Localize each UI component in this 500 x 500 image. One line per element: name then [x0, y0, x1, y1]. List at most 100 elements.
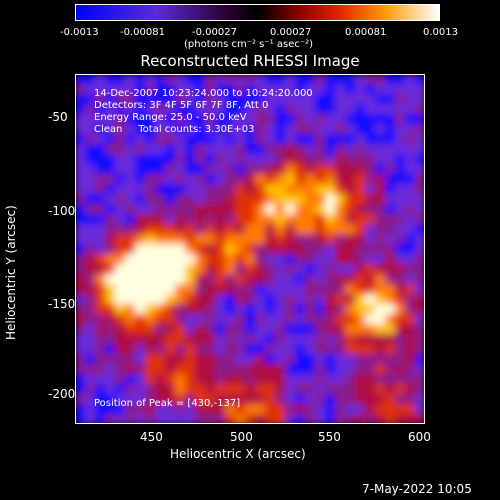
heatmap-cell: [215, 244, 226, 255]
heatmap-cell: [255, 124, 266, 135]
heatmap-cell: [285, 254, 296, 265]
heatmap-cell: [165, 204, 176, 215]
heatmap-cell: [405, 164, 416, 175]
heatmap-cell: [335, 244, 346, 255]
heatmap-cell: [175, 404, 186, 415]
heatmap-cell: [235, 364, 246, 375]
heatmap-cell: [185, 404, 196, 415]
heatmap-cell: [295, 194, 306, 205]
heatmap-cell: [215, 314, 226, 325]
heatmap-cell: [185, 184, 196, 195]
heatmap-cell: [315, 334, 326, 345]
heatmap-cell: [255, 344, 266, 355]
heatmap-cell: [115, 234, 126, 245]
heatmap-cell: [225, 284, 236, 295]
heatmap-cell: [215, 374, 226, 385]
heatmap-cell: [125, 344, 136, 355]
heatmap-cell: [275, 344, 286, 355]
heatmap-cell: [115, 274, 126, 285]
heatmap-cell: [325, 134, 336, 145]
heatmap-cell: [125, 194, 136, 205]
heatmap-cell: [405, 334, 416, 345]
heatmap-cell: [355, 114, 366, 125]
heatmap-cell: [375, 294, 386, 305]
heatmap-cell: [95, 244, 106, 255]
heatmap-cell: [295, 354, 306, 365]
heatmap-cell: [305, 354, 316, 365]
heatmap-cell: [355, 374, 366, 385]
heatmap-cell: [345, 304, 356, 315]
heatmap-cell: [145, 344, 156, 355]
heatmap-cell: [175, 194, 186, 205]
heatmap-cell: [215, 254, 226, 265]
heatmap-cell: [115, 344, 126, 355]
heatmap-cell: [365, 334, 376, 345]
heatmap-cell: [335, 174, 346, 185]
heatmap-cell: [395, 184, 406, 195]
heatmap-cell: [265, 94, 276, 105]
heatmap-cell: [285, 204, 296, 215]
heatmap-cell: [225, 344, 236, 355]
heatmap-cell: [175, 344, 186, 355]
heatmap-cell: [95, 294, 106, 305]
heatmap-cell: [335, 284, 346, 295]
heatmap-cell: [135, 364, 146, 375]
heatmap-cell: [305, 404, 316, 415]
heatmap-cell: [245, 284, 256, 295]
heatmap-cell: [315, 414, 326, 424]
heatmap-cell: [385, 84, 396, 95]
heatmap-cell: [135, 194, 146, 205]
heatmap-cell: [335, 344, 346, 355]
heatmap-cell: [315, 144, 326, 155]
heatmap-cell: [205, 414, 216, 424]
heatmap-cell: [195, 144, 206, 155]
heatmap-cell: [375, 214, 386, 225]
heatmap-cell: [275, 264, 286, 275]
heatmap-cell: [125, 94, 136, 105]
heatmap-cell: [225, 144, 236, 155]
heatmap-cell: [285, 144, 296, 155]
annotation-detectors: Detectors: 3F 4F 5F 6F 7F 8F, Att 0: [94, 100, 269, 111]
heatmap-cell: [385, 264, 396, 275]
heatmap-cell: [305, 264, 316, 275]
heatmap-cell: [215, 284, 226, 295]
heatmap-cell: [265, 74, 276, 85]
heatmap-cell: [145, 134, 156, 145]
heatmap-cell: [245, 194, 256, 205]
heatmap-cell: [135, 224, 146, 235]
heatmap-cell: [85, 404, 96, 415]
heatmap-cell: [385, 384, 396, 395]
heatmap-cell: [365, 244, 376, 255]
heatmap-cell: [155, 164, 166, 175]
heatmap-cell: [295, 124, 306, 135]
heatmap-cell: [75, 384, 86, 395]
heatmap-cell: [245, 124, 256, 135]
heatmap-cell: [315, 234, 326, 245]
heatmap-cell: [395, 314, 406, 325]
heatmap-cell: [215, 414, 226, 424]
heatmap-cell: [285, 94, 296, 105]
heatmap-cell: [115, 294, 126, 305]
heatmap-cell: [345, 294, 356, 305]
heatmap-cell: [275, 354, 286, 365]
heatmap-cell: [365, 304, 376, 315]
heatmap-cell: [105, 294, 116, 305]
y-tick-label: -100: [48, 204, 76, 218]
heatmap-cell: [325, 374, 336, 385]
heatmap-cell: [185, 214, 196, 225]
heatmap-cell: [145, 324, 156, 335]
heatmap-cell: [155, 234, 166, 245]
heatmap-cell: [325, 254, 336, 265]
heatmap-cell: [195, 74, 206, 85]
heatmap-cell: [415, 184, 425, 195]
heatmap-cell: [195, 264, 206, 275]
heatmap-cell: [385, 324, 396, 335]
heatmap-cell: [75, 194, 86, 205]
colorbar: [75, 4, 440, 21]
heatmap-cell: [255, 254, 266, 265]
heatmap-cell: [385, 114, 396, 125]
heatmap-cell: [345, 234, 356, 245]
heatmap-cell: [235, 284, 246, 295]
heatmap-cell: [165, 84, 176, 95]
heatmap-cell: [415, 194, 425, 205]
